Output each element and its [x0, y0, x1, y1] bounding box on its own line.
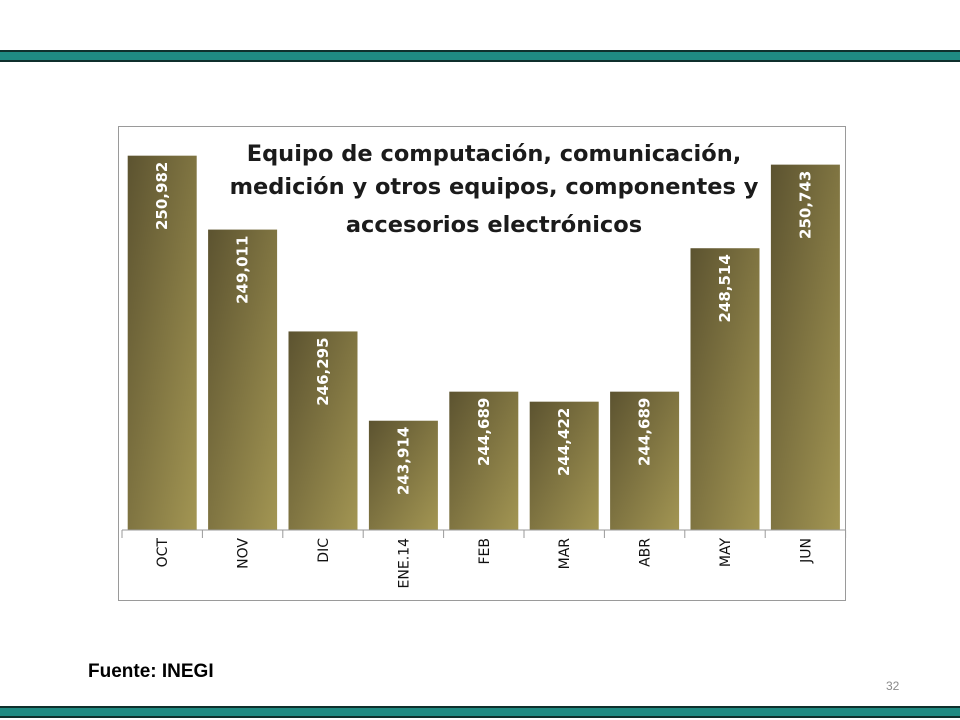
chart-frame: Equipo de computación, comunicación, med…	[118, 126, 847, 601]
bar-may	[690, 248, 760, 530]
bar-feb	[449, 391, 519, 530]
category-label: DIC	[316, 538, 332, 563]
chart-title-line-3: accesorios electrónicos	[346, 212, 642, 238]
value-label: 244,422	[555, 408, 573, 476]
value-label: 244,689	[636, 398, 654, 466]
value-label: 243,914	[394, 427, 412, 495]
category-label: FEB	[477, 538, 493, 565]
bar-ene14	[368, 420, 438, 530]
bar-mar	[529, 401, 599, 530]
bar-abr	[610, 391, 680, 530]
bottom-rule	[0, 706, 960, 718]
bar-jun	[770, 164, 840, 530]
value-label: 250,982	[153, 162, 171, 230]
category-label: MAY	[718, 538, 734, 568]
bars-layer: 250,982 249,011 246,295 243,914 244,689 244,4…	[127, 155, 840, 531]
value-label: 246,295	[314, 337, 332, 405]
category-label: NOV	[236, 538, 252, 569]
chart-title-line-2: medición y otros equipos, componentes y	[230, 174, 759, 200]
top-rule	[0, 50, 960, 62]
category-label: ABR	[638, 538, 654, 567]
category-label: JUN	[798, 538, 814, 564]
category-label: ENE.14	[396, 538, 412, 589]
category-label: MAR	[557, 538, 573, 570]
value-label: 244,689	[475, 398, 493, 466]
category-label: OCT	[155, 538, 171, 568]
value-label: 248,514	[716, 254, 734, 322]
chart-title-line-1: Equipo de computación, comunicación,	[247, 141, 742, 167]
bar-nov	[208, 229, 278, 530]
source-note: Fuente: INEGI	[88, 661, 214, 682]
bar-oct	[127, 155, 197, 531]
bar-chart: Equipo de computación, comunicación, med…	[121, 141, 847, 589]
bar-dic	[288, 331, 358, 530]
value-label: 250,743	[796, 171, 814, 239]
page-number: 32	[886, 679, 900, 693]
value-label: 249,011	[234, 236, 252, 304]
category-axis: OCT NOV DIC ENE.14 FEB MAR ABR MAY JUN	[121, 529, 847, 589]
